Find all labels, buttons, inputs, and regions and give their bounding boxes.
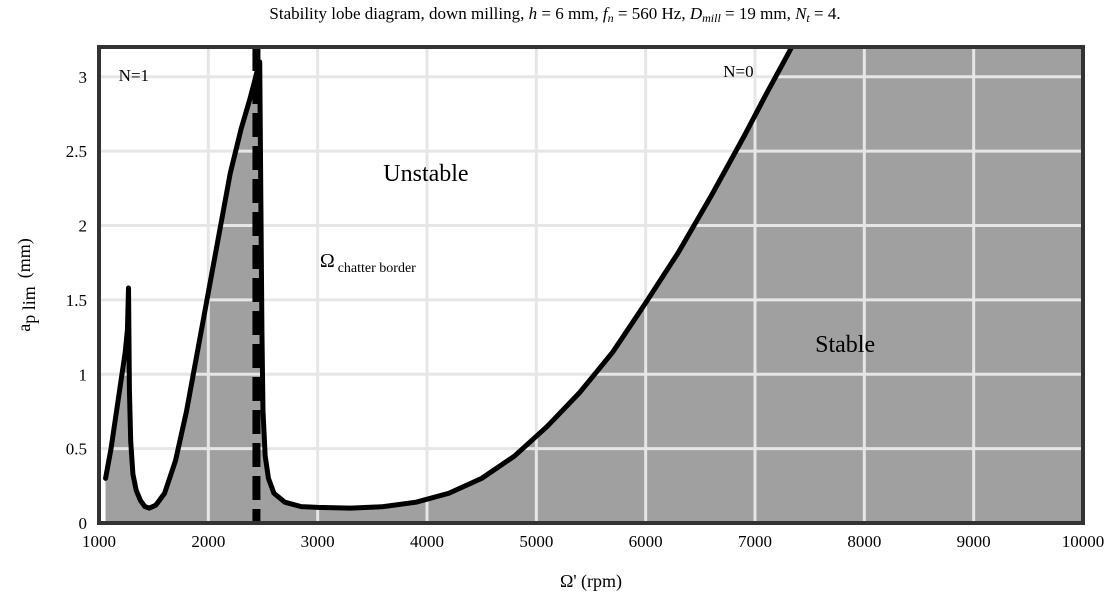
title-h-symbol: h [528, 4, 538, 23]
y-tick-label: 0 [79, 514, 88, 533]
y-tick-label: 1.5 [66, 291, 87, 310]
title-dmill-subscript: mill [702, 11, 721, 25]
x-tick-label: 2000 [191, 532, 225, 551]
y-tick-label: 1 [79, 365, 88, 384]
y-tick-label: 0.5 [66, 440, 87, 459]
y-axis-label-subscript: p lim [19, 286, 39, 324]
plot-frame [97, 45, 1085, 525]
title-nt-subscript: t [806, 11, 810, 25]
stable-region-fill [105, 47, 1083, 523]
x-axis-label: Ω' (rpm) [560, 571, 622, 592]
y-tick-label: 2 [79, 217, 88, 236]
title-fn-subscript: n [607, 11, 614, 25]
title-dmill-symbol: D [689, 4, 703, 23]
x-tick-label: 3000 [301, 532, 335, 551]
chart-title: Stability lobe diagram, down milling, h … [0, 4, 1110, 26]
lobe-label-n0: N=0 [723, 62, 753, 81]
y-axis-label-symbol: a [14, 324, 34, 332]
y-tick-label: 3 [79, 68, 88, 87]
title-fn-value: = 560 Hz, [613, 4, 690, 23]
title-nt-value: = 4. [809, 4, 841, 23]
x-tick-label: 9000 [957, 532, 991, 551]
x-tick-label: 7000 [738, 532, 772, 551]
x-tick-label: 10000 [1062, 532, 1105, 551]
title-nt-symbol: N [795, 4, 807, 23]
lobe-label-n1: N=1 [119, 66, 149, 85]
y-axis-label-unit: (mm) [14, 238, 35, 278]
title-h-value: = 6 mm, [537, 4, 603, 23]
y-tick-label: 2.5 [66, 142, 87, 161]
title-fn-symbol: f [602, 4, 608, 23]
unstable-label: Unstable [383, 161, 468, 187]
x-tick-label: 5000 [519, 532, 553, 551]
x-tick-label: 8000 [847, 532, 881, 551]
title-dmill-value: = 19 mm, [720, 4, 796, 23]
y-axis-label: ap lim (mm) [14, 238, 39, 332]
stable-label: Stable [815, 332, 875, 358]
x-tick-label: 4000 [410, 532, 444, 551]
title-prefix: Stability lobe diagram, down milling, [269, 4, 529, 23]
x-tick-label: 1000 [82, 532, 116, 551]
x-tick-label: 6000 [629, 532, 663, 551]
